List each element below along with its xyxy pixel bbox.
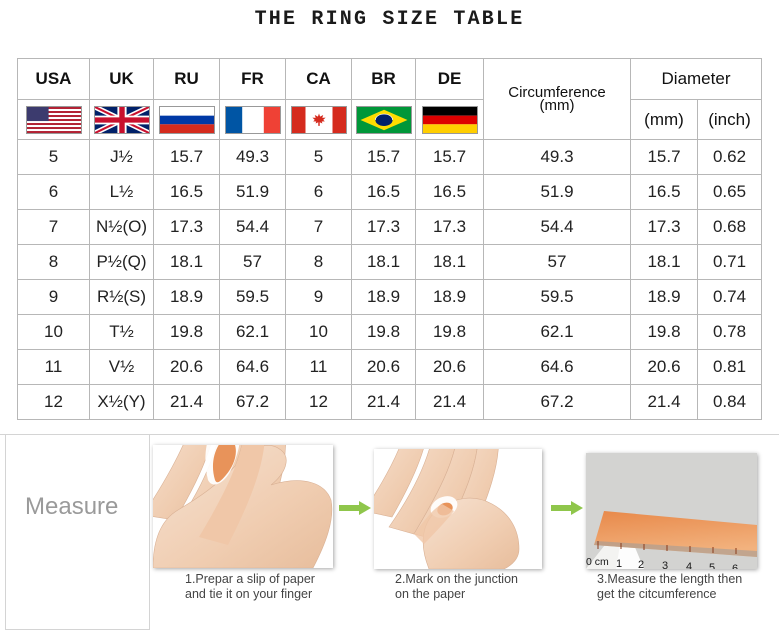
svg-text:3: 3 [662,560,668,569]
svg-text:4: 4 [686,561,692,569]
svg-text:0 cm: 0 cm [586,556,609,568]
svg-text:1: 1 [616,558,622,569]
svg-text:6: 6 [732,563,738,569]
svg-text:2: 2 [638,559,644,569]
svg-text:5: 5 [709,562,715,569]
